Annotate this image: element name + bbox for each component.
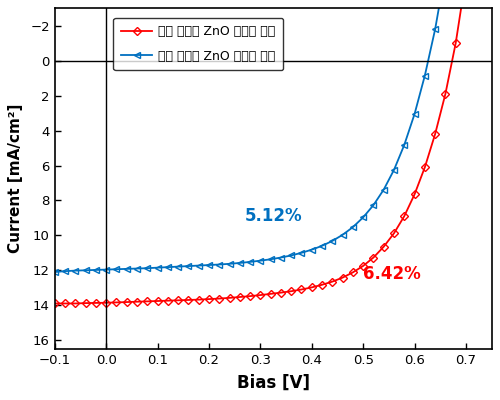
승온 열정리 ZnO 중간층 사용 (360, 264, 366, 268)
승온 열정리 ZnO 중간층 사용 (258, 293, 264, 298)
정온 열정리 ZnO 중간층 사용 (165, 265, 171, 270)
정온 열정리 ZnO 중간층 사용 (144, 266, 150, 270)
X-axis label: Bias [V]: Bias [V] (236, 374, 310, 392)
승온 열정리 ZnO 중간층 사용 (288, 289, 294, 294)
정온 열정리 ZnO 중간층 사용 (391, 168, 397, 172)
승온 열정리 ZnO 중간층 사용 (144, 299, 150, 304)
승온 열정리 ZnO 중간층 사용 (298, 287, 304, 292)
승온 열정리 ZnO 중간층 사용 (370, 255, 376, 260)
승온 열정리 ZnO 중간층 사용 (82, 301, 88, 306)
승온 열정리 ZnO 중간층 사용 (186, 298, 192, 302)
정온 열정리 ZnO 중간층 사용 (82, 268, 88, 273)
승온 열정리 ZnO 중간층 사용 (62, 301, 68, 306)
승온 열정리 ZnO 중간층 사용 (134, 299, 140, 304)
승온 열정리 ZnO 중간층 사용 (391, 231, 397, 236)
Y-axis label: Current [mA/cm²]: Current [mA/cm²] (8, 104, 24, 253)
Text: 6.42%: 6.42% (363, 265, 421, 283)
Line: 정온 열정리 ZnO 중간층 사용: 정온 열정리 ZnO 중간층 사용 (52, 0, 480, 275)
정온 열정리 ZnO 중간층 사용 (309, 247, 315, 252)
정온 열정리 ZnO 중간층 사용 (196, 263, 202, 268)
정온 열정리 ZnO 중간층 사용 (298, 250, 304, 255)
정온 열정리 ZnO 중간층 사용 (124, 266, 130, 271)
정온 열정리 ZnO 중간층 사용 (258, 258, 264, 263)
정온 열정리 ZnO 중간층 사용 (186, 264, 192, 268)
승온 열정리 ZnO 중간층 사용 (442, 92, 448, 96)
정온 열정리 ZnO 중간층 사용 (268, 257, 274, 262)
정온 열정리 ZnO 중간층 사용 (103, 267, 109, 272)
정온 열정리 ZnO 중간층 사용 (330, 238, 336, 243)
Text: 5.12%: 5.12% (245, 207, 302, 225)
정온 열정리 ZnO 중간층 사용 (380, 187, 386, 192)
Legend: 승온 열정리 ZnO 중간층 사용, 정온 열정리 ZnO 중간층 사용: 승온 열정리 ZnO 중간층 사용, 정온 열정리 ZnO 중간층 사용 (114, 18, 283, 70)
정온 열정리 ZnO 중간층 사용 (288, 253, 294, 258)
정온 열정리 ZnO 중간층 사용 (93, 268, 99, 272)
승온 열정리 ZnO 중간층 사용 (237, 294, 243, 299)
정온 열정리 ZnO 중간층 사용 (62, 269, 68, 274)
승온 열정리 ZnO 중간층 사용 (196, 297, 202, 302)
승온 열정리 ZnO 중간층 사용 (309, 285, 315, 290)
Line: 승온 열정리 ZnO 중간층 사용: 승온 열정리 ZnO 중간층 사용 (52, 0, 480, 306)
승온 열정리 ZnO 중간층 사용 (350, 270, 356, 275)
승온 열정리 ZnO 중간층 사용 (124, 300, 130, 304)
정온 열정리 ZnO 중간층 사용 (360, 215, 366, 220)
승온 열정리 ZnO 중간층 사용 (103, 300, 109, 305)
정온 열정리 ZnO 중간층 사용 (350, 225, 356, 230)
정온 열정리 ZnO 중간층 사용 (114, 267, 119, 272)
승온 열정리 ZnO 중간층 사용 (340, 275, 345, 280)
정온 열정리 ZnO 중간층 사용 (247, 260, 253, 264)
승온 열정리 ZnO 중간층 사용 (175, 298, 181, 303)
승온 열정리 ZnO 중간층 사용 (93, 300, 99, 305)
승온 열정리 ZnO 중간층 사용 (154, 299, 160, 304)
정온 열정리 ZnO 중간층 사용 (216, 262, 222, 267)
승온 열정리 ZnO 중간층 사용 (216, 296, 222, 301)
정온 열정리 ZnO 중간층 사용 (422, 73, 428, 78)
정온 열정리 ZnO 중간층 사용 (154, 265, 160, 270)
정온 열정리 ZnO 중간층 사용 (206, 263, 212, 268)
승온 열정리 ZnO 중간층 사용 (52, 301, 58, 306)
정온 열정리 ZnO 중간층 사용 (237, 260, 243, 265)
승온 열정리 ZnO 중간층 사용 (330, 279, 336, 284)
정온 열정리 ZnO 중간층 사용 (52, 270, 58, 274)
정온 열정리 ZnO 중간층 사용 (340, 232, 345, 237)
승온 열정리 ZnO 중간층 사용 (452, 41, 458, 46)
정온 열정리 ZnO 중간층 사용 (72, 268, 78, 273)
승온 열정리 ZnO 중간층 사용 (278, 290, 284, 295)
정온 열정리 ZnO 중간층 사용 (278, 255, 284, 260)
승온 열정리 ZnO 중간층 사용 (380, 244, 386, 249)
승온 열정리 ZnO 중간층 사용 (422, 165, 428, 170)
승온 열정리 ZnO 중간층 사용 (402, 214, 407, 218)
정온 열정리 ZnO 중간층 사용 (412, 112, 418, 116)
승온 열정리 ZnO 중간층 사용 (114, 300, 119, 305)
승온 열정리 ZnO 중간층 사용 (319, 282, 325, 287)
승온 열정리 ZnO 중간층 사용 (206, 297, 212, 302)
승온 열정리 ZnO 중간층 사용 (165, 298, 171, 303)
정온 열정리 ZnO 중간층 사용 (402, 142, 407, 147)
정온 열정리 ZnO 중간층 사용 (319, 244, 325, 248)
정온 열정리 ZnO 중간층 사용 (175, 264, 181, 269)
정온 열정리 ZnO 중간층 사용 (432, 27, 438, 32)
승온 열정리 ZnO 중간층 사용 (268, 292, 274, 296)
승온 열정리 ZnO 중간층 사용 (226, 296, 232, 300)
정온 열정리 ZnO 중간층 사용 (370, 203, 376, 208)
정온 열정리 ZnO 중간층 사용 (226, 262, 232, 266)
승온 열정리 ZnO 중간층 사용 (432, 132, 438, 136)
정온 열정리 ZnO 중간층 사용 (134, 266, 140, 271)
승온 열정리 ZnO 중간층 사용 (412, 192, 418, 197)
승온 열정리 ZnO 중간층 사용 (72, 301, 78, 306)
승온 열정리 ZnO 중간층 사용 (247, 294, 253, 298)
